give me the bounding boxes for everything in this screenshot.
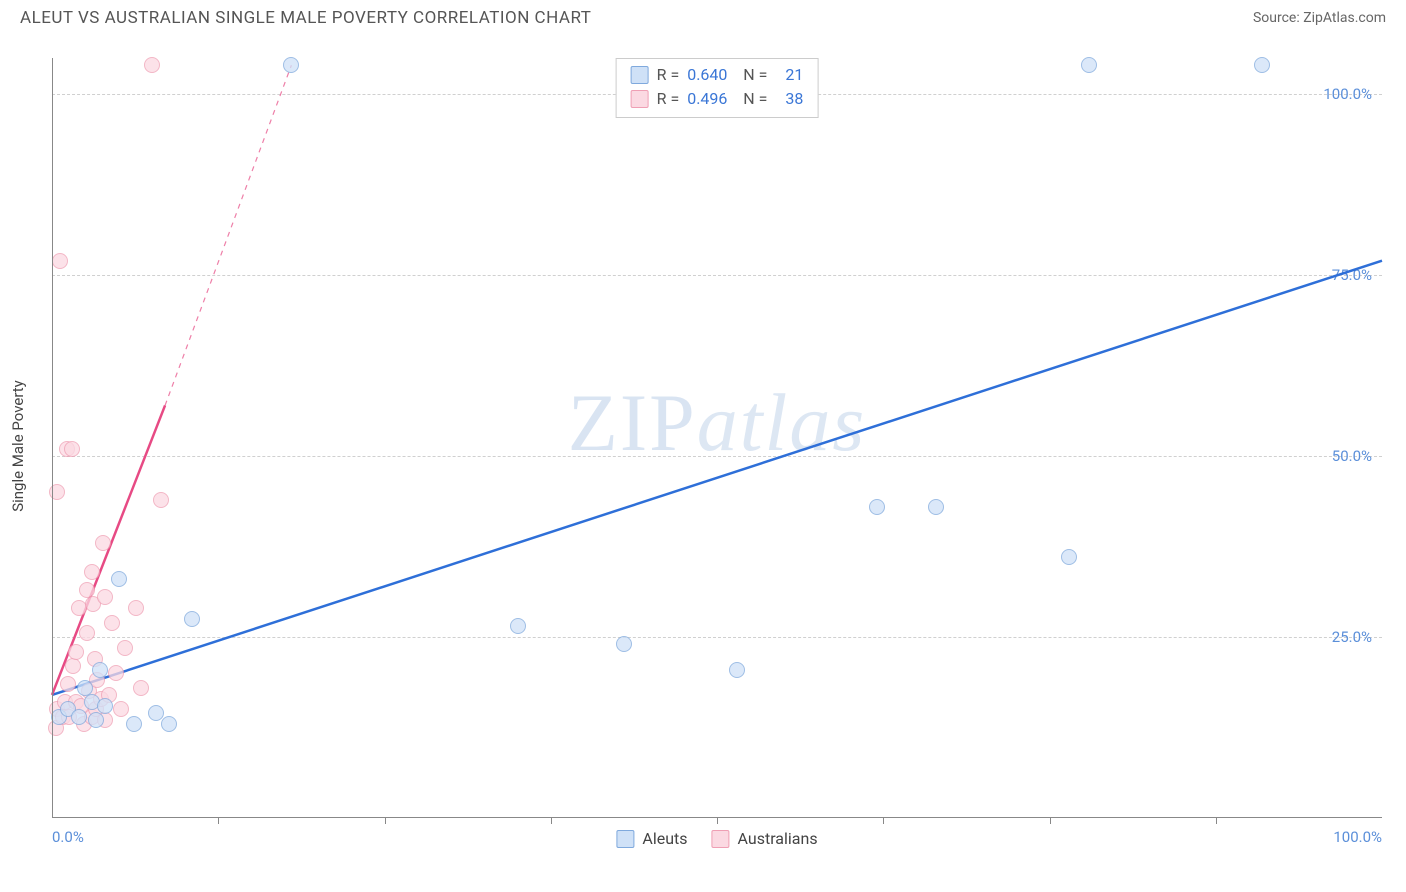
data-point-australians <box>104 615 120 631</box>
r-value: 0.640 <box>687 63 735 87</box>
x-tick-label: 0.0% <box>52 828 84 846</box>
swatch-australians <box>631 90 649 108</box>
data-point-australians <box>60 676 76 692</box>
data-point-australians <box>52 253 68 269</box>
r-value: 0.496 <box>687 87 735 111</box>
stats-row-aleuts: R = 0.640 N = 21 <box>631 63 804 87</box>
n-value: 38 <box>775 87 803 111</box>
x-tick <box>551 818 552 824</box>
x-tick-label: 100.0% <box>1333 828 1382 846</box>
data-point-aleuts <box>184 611 200 627</box>
data-point-aleuts <box>71 709 87 725</box>
source-label: Source: ZipAtlas.com <box>1253 10 1386 26</box>
y-axis <box>52 58 53 818</box>
legend-label: Australians <box>738 829 818 848</box>
chart-title: ALEUT VS AUSTRALIAN SINGLE MALE POVERTY … <box>20 8 591 28</box>
data-point-australians <box>113 701 129 717</box>
data-point-aleuts <box>97 698 113 714</box>
n-value: 21 <box>775 63 803 87</box>
data-point-aleuts <box>1081 57 1097 73</box>
data-point-aleuts <box>928 499 944 515</box>
n-label: N = <box>743 63 767 87</box>
data-point-australians <box>65 658 81 674</box>
x-tick <box>385 818 386 824</box>
data-point-australians <box>108 665 124 681</box>
y-axis-title: Single Male Poverty <box>9 380 27 512</box>
data-point-australians <box>84 564 100 580</box>
r-label: R = <box>657 63 680 87</box>
stats-legend: R = 0.640 N = 21 R = 0.496 N = 38 <box>616 58 819 118</box>
trend-lines <box>52 58 1382 818</box>
r-label: R = <box>657 87 680 111</box>
data-point-australians <box>128 600 144 616</box>
data-point-aleuts <box>616 636 632 652</box>
series-legend: Aleuts Australians <box>616 829 817 848</box>
data-point-australians <box>71 600 87 616</box>
legend-item-australians: Australians <box>712 829 818 848</box>
data-point-aleuts <box>92 662 108 678</box>
data-point-australians <box>153 492 169 508</box>
chart-plot-area: ZIPatlas 25.0%50.0%75.0%100.0% R =0.640N… <box>52 58 1382 818</box>
data-point-aleuts <box>126 716 142 732</box>
data-point-australians <box>133 680 149 696</box>
data-point-aleuts <box>1061 549 1077 565</box>
data-point-australians <box>117 640 133 656</box>
data-point-aleuts <box>510 618 526 634</box>
data-point-aleuts <box>161 716 177 732</box>
swatch-aleuts <box>631 66 649 84</box>
x-tick <box>1050 818 1051 824</box>
legend-swatch-australians <box>712 830 730 848</box>
data-point-aleuts <box>111 571 127 587</box>
data-point-aleuts <box>869 499 885 515</box>
data-point-australians <box>97 589 113 605</box>
data-point-aleuts <box>1254 57 1270 73</box>
data-point-aleuts <box>729 662 745 678</box>
data-point-australians <box>95 535 111 551</box>
x-tick <box>717 818 718 824</box>
x-tick <box>218 818 219 824</box>
data-point-australians <box>79 625 95 641</box>
legend-item-aleuts: Aleuts <box>616 829 687 848</box>
data-point-australians <box>64 441 80 457</box>
data-point-aleuts <box>283 57 299 73</box>
data-point-australians <box>68 644 84 660</box>
data-point-australians <box>144 57 160 73</box>
x-tick <box>883 818 884 824</box>
data-point-aleuts <box>88 712 104 728</box>
legend-swatch-aleuts <box>616 830 634 848</box>
stats-row-australians: R = 0.496 N = 38 <box>631 87 804 111</box>
x-tick <box>1216 818 1217 824</box>
legend-label: Aleuts <box>642 829 687 848</box>
n-label: N = <box>743 87 767 111</box>
